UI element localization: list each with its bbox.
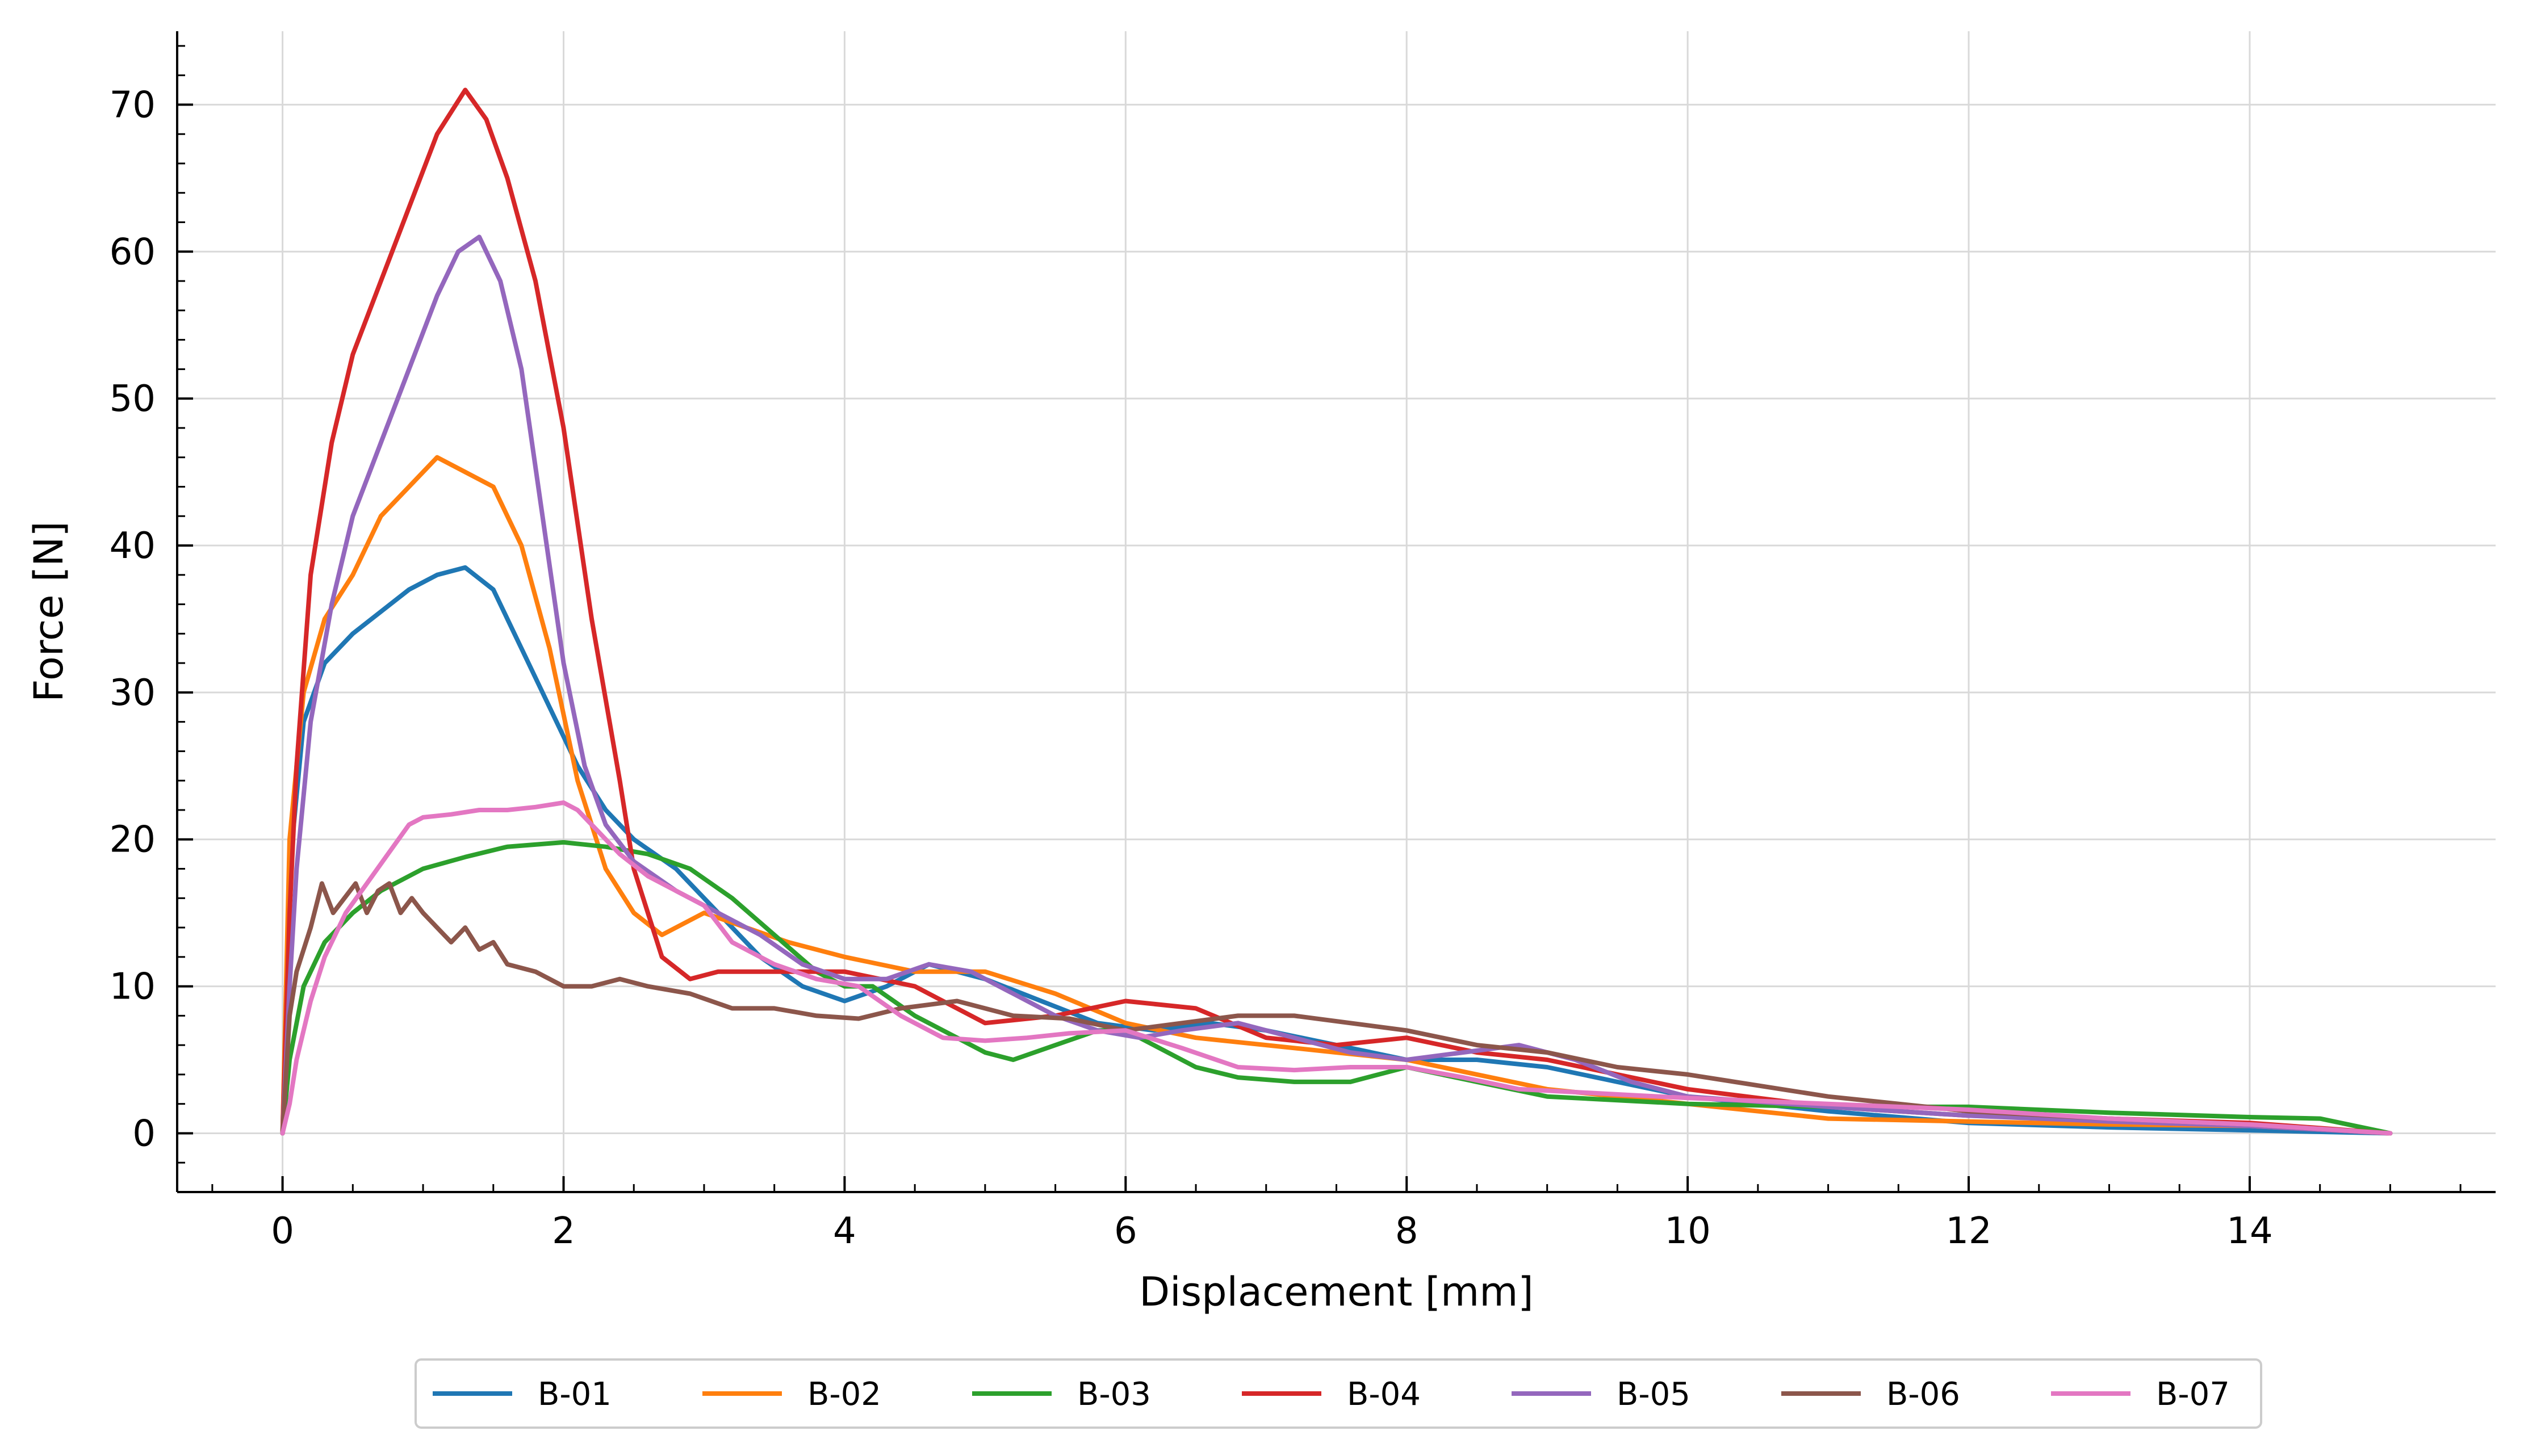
legend-label-b-06: B-06 bbox=[1886, 1376, 1960, 1413]
x-tick-label: 0 bbox=[271, 1210, 294, 1252]
legend-label-b-03: B-03 bbox=[1077, 1376, 1151, 1413]
y-tick-label: 10 bbox=[110, 966, 156, 1008]
axes-layer: 0 2 4 6 8 10 12 14 0 10 20 30 40 50 60 70 bbox=[110, 31, 2496, 1252]
series-line-b-04 bbox=[280, 87, 2393, 1136]
y-axis-title: Force [N] bbox=[26, 521, 72, 702]
legend-frame bbox=[415, 1358, 2262, 1429]
x-tick-label: 2 bbox=[552, 1210, 575, 1252]
series-line-b-01 bbox=[280, 565, 2393, 1136]
legend-label-b-01: B-01 bbox=[538, 1376, 612, 1413]
series-layer bbox=[280, 87, 2393, 1136]
series-line-b-07 bbox=[280, 800, 2393, 1136]
x-tick-label: 14 bbox=[2226, 1210, 2272, 1252]
y-tick-label: 0 bbox=[132, 1113, 156, 1155]
y-tick-label: 20 bbox=[110, 819, 156, 861]
series-line-b-06 bbox=[280, 881, 2393, 1136]
labels-layer: Displacement [mm] Force [N] bbox=[26, 521, 1534, 1315]
legend: B-01 B-02 B-03 B-04 B-05 B-06 B-07 bbox=[415, 1358, 2262, 1429]
y-tick-label: 70 bbox=[110, 84, 156, 126]
x-tick-label: 6 bbox=[1114, 1210, 1137, 1252]
legend-label-b-07: B-07 bbox=[2156, 1376, 2230, 1413]
y-tick-label: 30 bbox=[110, 672, 156, 714]
y-tick-label: 50 bbox=[110, 378, 156, 420]
legend-label-b-05: B-05 bbox=[1617, 1376, 1690, 1413]
series-line-b-05 bbox=[280, 234, 2393, 1136]
y-tick-label: 40 bbox=[110, 525, 156, 567]
grid-layer bbox=[177, 31, 2496, 1192]
legend-label-b-04: B-04 bbox=[1347, 1376, 1421, 1413]
x-axis-title: Displacement [mm] bbox=[1139, 1269, 1533, 1315]
x-tick-label: 12 bbox=[1945, 1210, 1991, 1252]
x-tick-label: 8 bbox=[1395, 1210, 1418, 1252]
series-line-b-03 bbox=[280, 840, 2393, 1136]
y-tick-label: 60 bbox=[110, 231, 156, 273]
x-tick-label: 10 bbox=[1664, 1210, 1710, 1252]
legend-label-b-02: B-02 bbox=[807, 1376, 881, 1413]
x-tick-label: 4 bbox=[833, 1210, 856, 1252]
